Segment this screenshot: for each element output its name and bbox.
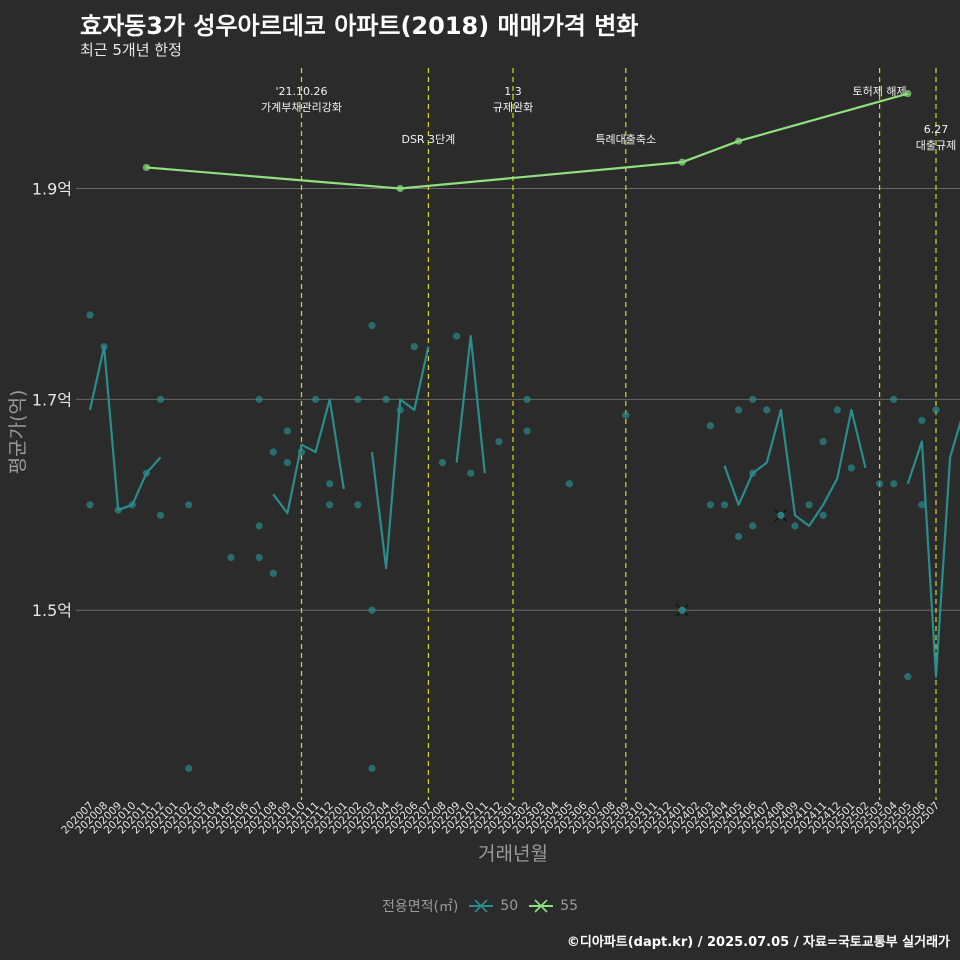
series-50-point (114, 506, 122, 514)
series-50-line (272, 398, 345, 515)
series-50-point (523, 395, 531, 403)
event-label: 1.3 (504, 85, 522, 98)
series-50-point (565, 480, 574, 488)
series-50-point (156, 395, 165, 403)
legend-key-50-icon (469, 899, 494, 913)
series-50-point (791, 522, 799, 530)
series-50-point (354, 395, 362, 403)
series-50-point (847, 464, 856, 472)
series-50-point (777, 511, 785, 519)
series-50-point (255, 395, 263, 403)
series-50-line (723, 408, 867, 527)
series-50-point (185, 764, 193, 772)
series-50-point (255, 522, 263, 530)
series-50-point (805, 501, 813, 509)
series-50-point (368, 764, 376, 772)
series-50-point (382, 395, 390, 403)
series-50-point (622, 411, 630, 419)
event-label: 특례대출축소 (595, 133, 656, 146)
series-50-point (735, 406, 743, 414)
series-50-point (819, 511, 827, 519)
series-50-point (269, 448, 277, 456)
series-55-point (142, 163, 150, 172)
series-50-point (706, 501, 715, 509)
series-50-point (749, 469, 757, 477)
series-55-point (735, 137, 743, 145)
series-50-point (185, 501, 193, 509)
legend-label-50: 50 (500, 898, 519, 914)
series-50-point (495, 437, 503, 446)
series-50-point (368, 321, 376, 330)
series-50-point (86, 311, 94, 319)
series-50-point (890, 480, 898, 488)
series-50-line (370, 346, 430, 570)
event-label: 규제완화 (493, 101, 533, 114)
event-label: DSR 3단계 (401, 133, 455, 146)
chart-title: 효자동3가 성우아르데코 아파트(2018) 매매가격 변화 (80, 12, 639, 40)
series-50-point (128, 501, 136, 509)
event-label: 6.27 (924, 123, 949, 136)
series-50-point (269, 569, 277, 577)
y-tick-label: 1.9억 (32, 180, 72, 199)
series-50-point (706, 422, 715, 430)
series-50-point (227, 553, 235, 562)
series-50-point (312, 395, 320, 403)
series-50-point (368, 606, 376, 614)
series-50-point (763, 406, 771, 414)
legend-label-55: 55 (560, 898, 579, 914)
series-50-point (156, 511, 165, 519)
series-50-point (678, 606, 686, 614)
series-50-point (453, 332, 461, 340)
legend: 전용면적(㎡) 50 55 (0, 896, 960, 916)
y-tick-label: 1.5억 (32, 601, 72, 620)
series-50-point (142, 469, 150, 477)
event-label: 토허제 해제 (853, 84, 907, 98)
event-label: '21.10.26 (275, 85, 327, 98)
series-50-point (326, 501, 334, 509)
series-50-line (906, 420, 960, 678)
series-50-point (354, 501, 362, 509)
source-caption: ©디아파트(dapt.kr) / 2025.07.05 / 자료=국토교통부 실… (566, 935, 950, 950)
series-50-point (876, 480, 884, 488)
series-50-point (326, 480, 334, 488)
series-50-point (410, 343, 418, 351)
series-50-point (819, 437, 827, 446)
y-tick-label: 1.7억 (32, 390, 72, 409)
legend-key-55-icon (529, 899, 554, 913)
x-axis-title: 거래년월 (478, 843, 548, 865)
series-55-point (904, 90, 912, 98)
series-55-point (678, 158, 686, 166)
event-label: 대출규제 (916, 139, 956, 152)
event-label: 가계부채관리강화 (261, 101, 342, 114)
series-50-line (88, 345, 162, 512)
series-50-point (735, 532, 743, 541)
legend-item-55: 55 (528, 897, 578, 915)
series-50-point (86, 501, 94, 509)
series-50-point (467, 469, 475, 477)
series-50-point (438, 459, 447, 467)
series-50-point (523, 427, 531, 435)
series-50-point (283, 459, 291, 467)
series-50-point (720, 501, 729, 509)
series-50-point (904, 673, 912, 681)
series-50-point (890, 395, 898, 403)
y-axis-title: 평균가(억) (7, 390, 29, 475)
series-50-point (100, 343, 108, 351)
chart-subtitle: 최근 5개년 한정 (80, 41, 182, 59)
series-50-point (749, 395, 757, 403)
legend-title: 전용면적(㎡) (381, 899, 459, 915)
series-50-point (918, 501, 926, 509)
series-50-point (749, 522, 757, 530)
series-50-point (297, 448, 306, 456)
series-55-point (396, 184, 404, 193)
series-50-point (283, 427, 291, 435)
legend-item-50: 50 (468, 897, 518, 915)
series-50-point (932, 406, 940, 414)
series-50-point (833, 406, 841, 414)
series-50-point (255, 553, 263, 562)
series-50-point (396, 406, 404, 414)
series-50-line (455, 335, 486, 474)
series-50-point (918, 416, 926, 425)
